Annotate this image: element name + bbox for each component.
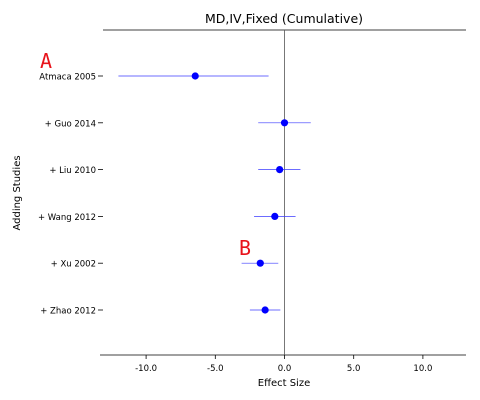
x-tick-label: 0.0 [278, 364, 292, 374]
y-axis-label: Adding Studies [12, 155, 23, 230]
annotation-label: B [239, 236, 251, 260]
chart-title: MD,IV,Fixed (Cumulative) [205, 11, 363, 26]
effect-point [191, 72, 199, 80]
effect-point [256, 259, 264, 267]
y-tick-label: + Guo 2014 [45, 119, 96, 129]
effect-point [276, 166, 284, 174]
y-tick-label: + Liu 2010 [49, 166, 96, 176]
x-tick-label: -10.0 [135, 364, 157, 374]
x-axis-label: Effect Size [258, 378, 311, 389]
chart-marks: -10.0 -5.0 0.0 5.0 10.0 Atmaca 2005 + Guo 2014… [38, 30, 432, 374]
effect-point [280, 119, 289, 127]
annotation-label: A [40, 49, 52, 73]
y-tick-label: + Wang 2012 [38, 213, 96, 223]
y-tick-label: + Zhao 2012 [40, 307, 96, 317]
x-tick-label: -5.0 [207, 364, 224, 374]
y-tick-label: + Xu 2002 [51, 260, 96, 270]
effect-point [261, 306, 269, 314]
effect-point [271, 212, 279, 220]
y-tick-label: Atmaca 2005 [39, 73, 96, 83]
x-tick-label: 10.0 [413, 364, 432, 374]
x-tick-label: 5.0 [347, 364, 361, 374]
